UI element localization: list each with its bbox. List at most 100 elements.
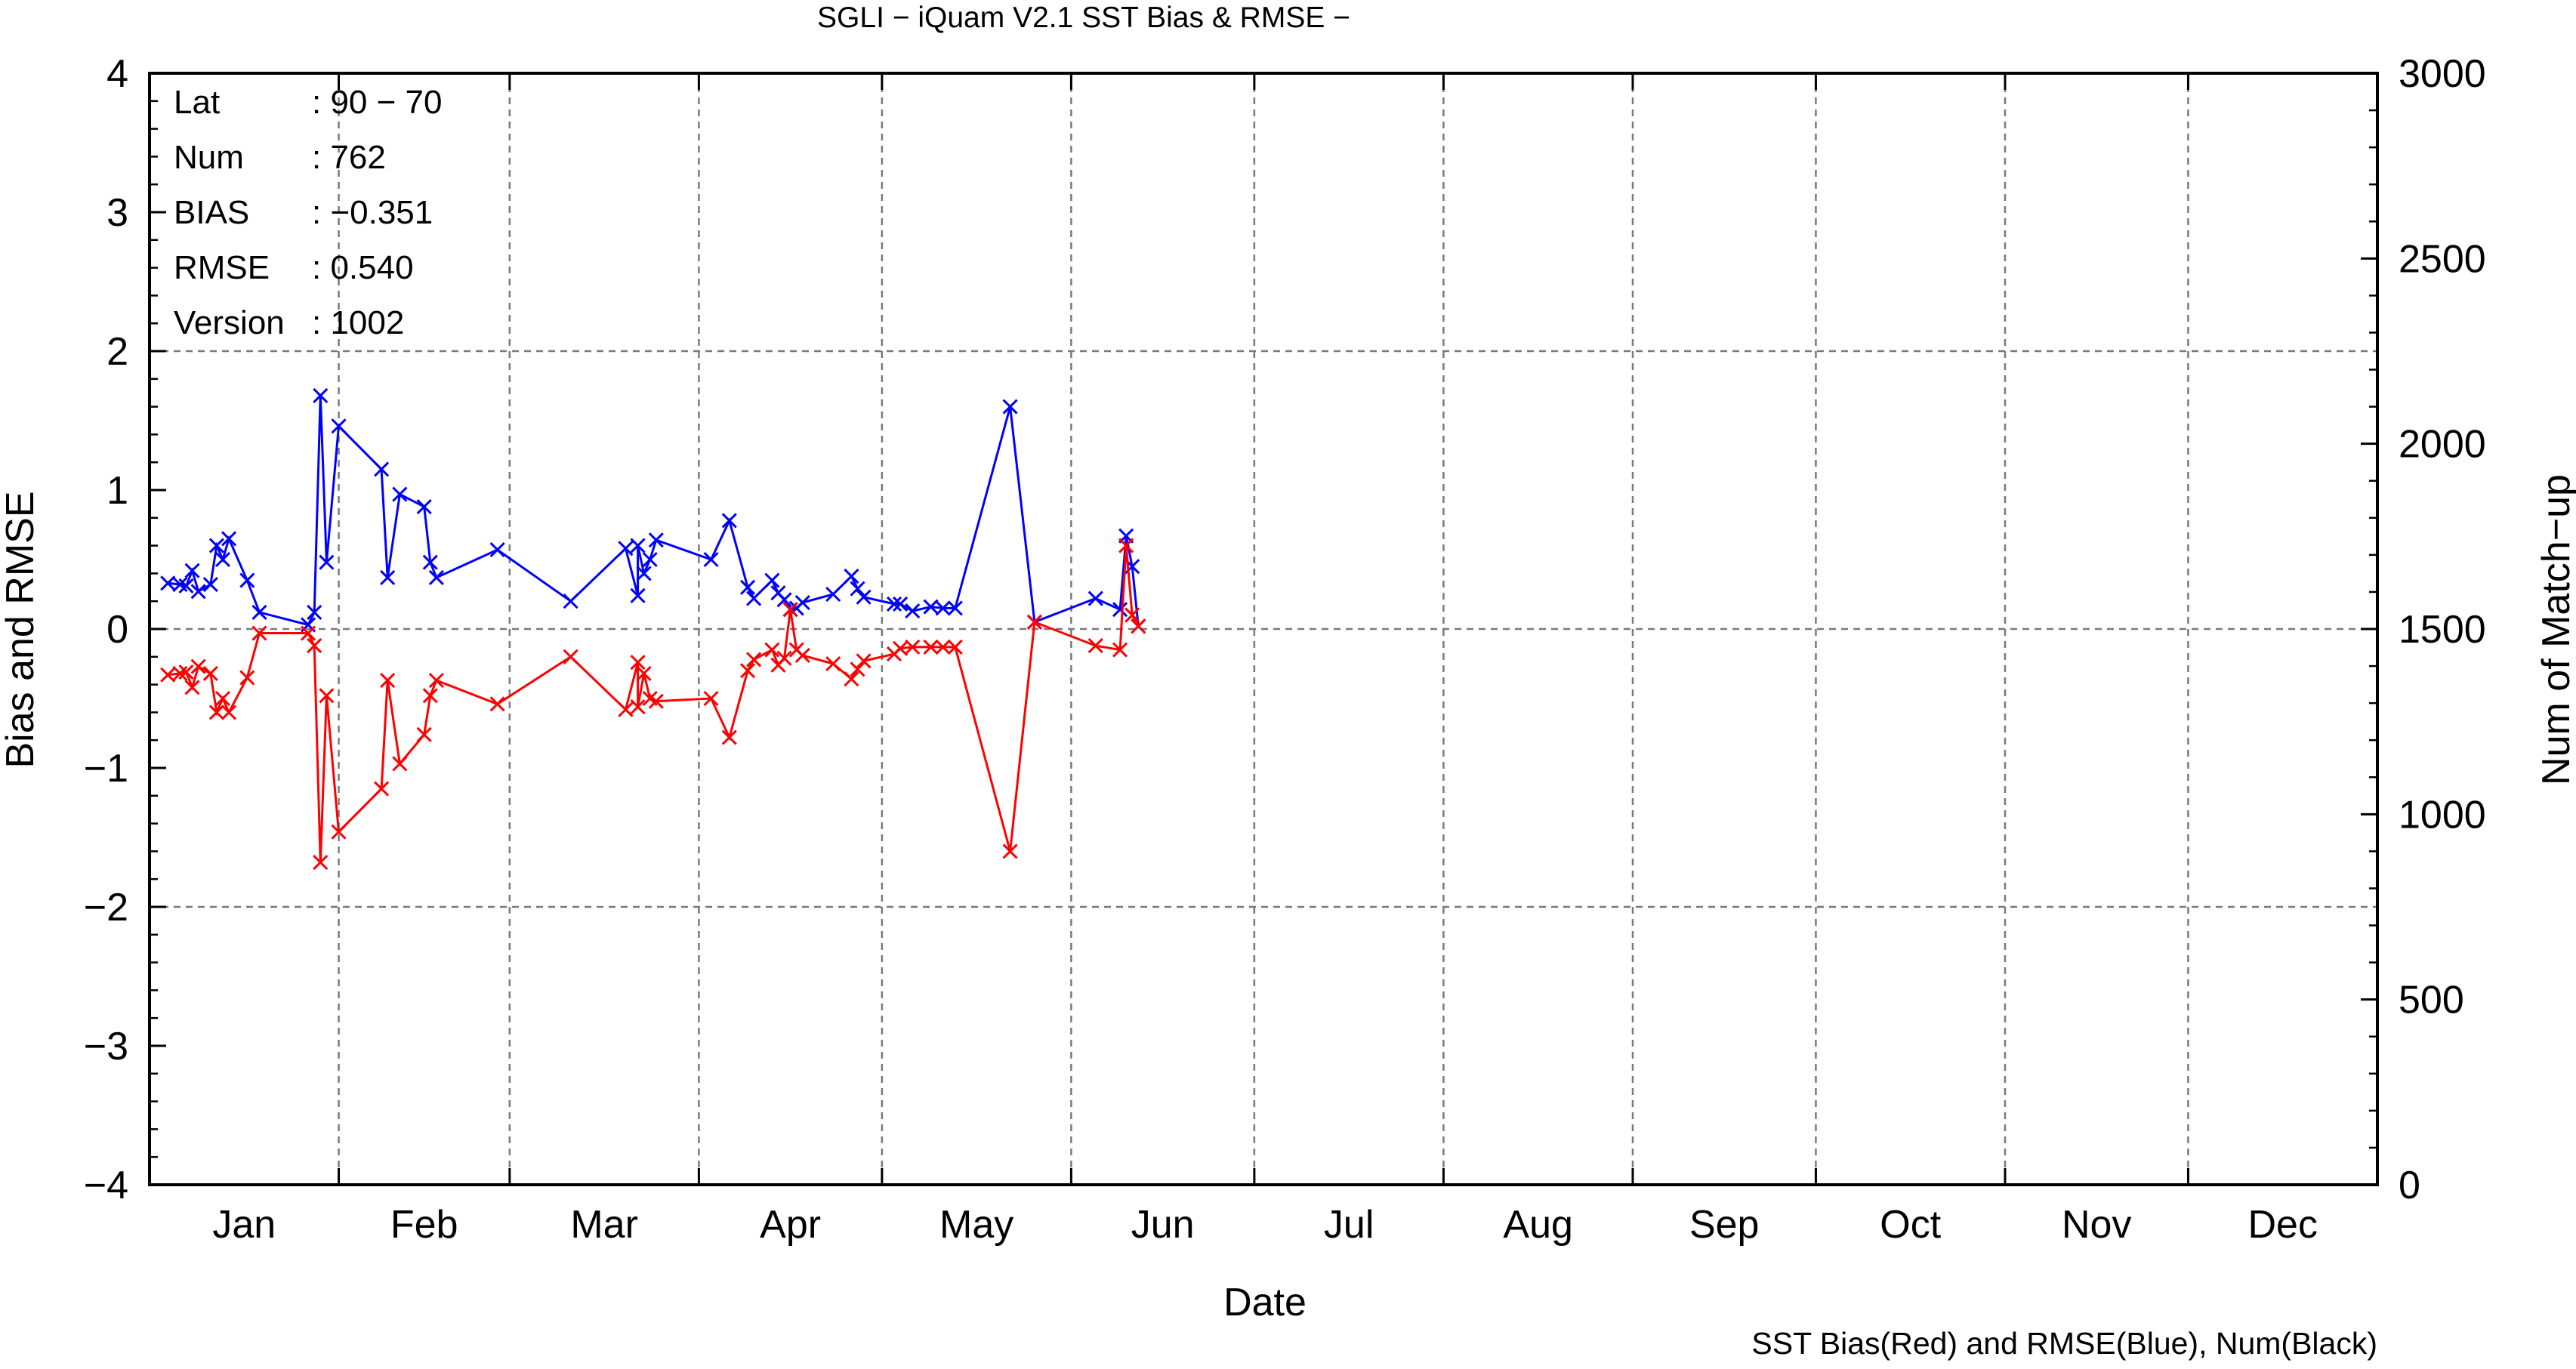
data-point-marker	[190, 584, 206, 600]
y-tick-label: −3	[84, 1025, 128, 1068]
data-point-marker	[221, 705, 237, 720]
data-point-marker	[935, 639, 951, 655]
data-point-marker	[313, 855, 329, 871]
data-point-marker	[844, 671, 859, 687]
axis-ticks	[150, 72, 2377, 1186]
y2-tick-label: 500	[2399, 979, 2464, 1022]
data-point-marker	[739, 579, 756, 595]
x-tick-label: Jan	[212, 1203, 276, 1247]
series-1	[160, 538, 1146, 871]
y2-tick-label: 2500	[2399, 237, 2486, 281]
info-value: : 1002	[312, 304, 404, 341]
info-value: : 762	[312, 139, 386, 176]
y-tick-label: 0	[106, 608, 128, 652]
data-point-marker	[307, 604, 322, 620]
chart-title: SGLI − iQuam V2.1 SST Bias & RMSE −	[817, 2, 1350, 34]
data-point-marker	[935, 600, 951, 616]
data-point-marker	[905, 603, 921, 619]
data-point-marker	[776, 650, 792, 666]
data-point-marker	[563, 649, 578, 664]
data-point-marker	[190, 658, 206, 674]
data-point-marker	[886, 596, 902, 612]
data-point-marker	[618, 701, 634, 717]
data-point-marker	[648, 693, 664, 709]
x-tick-label: Dec	[2247, 1203, 2317, 1247]
x-tick-label: Feb	[390, 1203, 458, 1247]
x-axis-month-labels: Jan Feb Mar Apr May Jun Jul Aug Sep Oct Nov Dec	[212, 1203, 2318, 1247]
data-point-marker	[184, 680, 200, 695]
data-point-marker	[850, 661, 865, 677]
data-point-marker	[416, 499, 432, 515]
x-tick-label: Sep	[1689, 1203, 1760, 1247]
data-point-marker	[636, 566, 652, 581]
x-tick-label: Jun	[1131, 1203, 1195, 1247]
data-point-marker	[202, 665, 218, 681]
data-point-marker	[721, 513, 737, 529]
data-point-marker	[251, 604, 267, 620]
data-point-marker	[923, 599, 939, 615]
data-point-marker	[214, 690, 231, 707]
series-0	[160, 387, 1146, 634]
data-point-marker	[331, 418, 347, 434]
data-point-marker	[825, 655, 841, 672]
x-axis-title: Date	[1223, 1281, 1307, 1324]
info-label: Version	[174, 304, 285, 341]
data-point-marker	[618, 541, 634, 557]
x-tick-label: Oct	[1880, 1203, 1941, 1247]
y2-axis-labels: 3000 2500 2000 1500 1000 500 0	[2399, 52, 2486, 1207]
data-point-marker	[428, 569, 444, 585]
data-point-marker	[746, 590, 762, 606]
data-point-marker	[1087, 638, 1103, 654]
y-axis-title: Bias and RMSE	[0, 491, 42, 768]
data-point-marker	[850, 581, 865, 597]
data-point-marker	[1087, 590, 1103, 606]
info-value: : −0.351	[312, 194, 433, 231]
data-point-marker	[630, 587, 646, 603]
data-point-marker	[208, 705, 224, 720]
data-point-marker	[630, 698, 646, 715]
data-point-marker	[416, 726, 432, 742]
data-point-marker	[1131, 618, 1146, 634]
info-label: Num	[174, 139, 244, 176]
info-label: Lat	[174, 84, 220, 121]
y2-tick-label: 2000	[2399, 423, 2486, 467]
data-point-marker	[776, 592, 792, 608]
data-point-marker	[563, 594, 578, 609]
x-tick-label: Aug	[1503, 1203, 1573, 1247]
info-value: : 90 − 70	[312, 84, 442, 121]
data-point-marker	[374, 461, 390, 477]
data-point-marker	[1026, 614, 1042, 630]
data-point-marker	[746, 652, 762, 668]
grid-lines	[150, 73, 2377, 1185]
data-point-marker	[642, 551, 658, 568]
y-tick-label: 2	[106, 330, 128, 374]
data-point-marker	[794, 647, 810, 664]
data-point-marker	[721, 729, 737, 745]
y2-tick-label: 0	[2399, 1164, 2420, 1207]
info-value: : 0.540	[312, 249, 414, 286]
y-tick-label: −1	[84, 747, 128, 791]
x-tick-label: May	[939, 1203, 1013, 1247]
data-point-marker	[428, 673, 444, 689]
info-label: RMSE	[174, 249, 270, 286]
data-point-marker	[1002, 843, 1018, 859]
x-tick-label: Jul	[1324, 1203, 1374, 1247]
data-point-marker	[208, 538, 224, 553]
y2-tick-label: 1500	[2399, 608, 2486, 652]
data-point-marker	[764, 572, 780, 588]
data-point-marker	[319, 554, 335, 570]
data-point-marker	[947, 639, 963, 655]
data-point-marker	[160, 575, 176, 591]
data-point-marker	[489, 696, 505, 712]
y-tick-label: 4	[106, 52, 128, 96]
data-point-marker	[239, 670, 255, 686]
stats-info-box: Lat : 90 − 70 Num : 762 BIAS : −0.351 RMSE : 0.…	[174, 84, 442, 341]
data-point-marker	[380, 569, 396, 585]
data-point-marker	[319, 688, 335, 704]
data-point-marker	[307, 638, 322, 654]
info-label: BIAS	[174, 194, 249, 231]
data-point-marker	[380, 673, 396, 689]
data-point-marker	[905, 639, 921, 655]
series-line	[168, 395, 1140, 627]
